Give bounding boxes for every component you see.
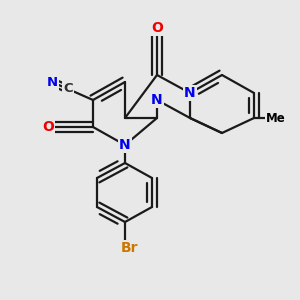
Text: O: O bbox=[151, 21, 163, 35]
Text: N: N bbox=[46, 76, 58, 88]
Text: N: N bbox=[151, 93, 163, 107]
Text: C: C bbox=[63, 82, 73, 95]
Text: N: N bbox=[184, 86, 196, 100]
Text: Me: Me bbox=[266, 112, 286, 124]
Text: Br: Br bbox=[120, 241, 138, 255]
Text: N: N bbox=[119, 138, 131, 152]
Text: O: O bbox=[42, 120, 54, 134]
